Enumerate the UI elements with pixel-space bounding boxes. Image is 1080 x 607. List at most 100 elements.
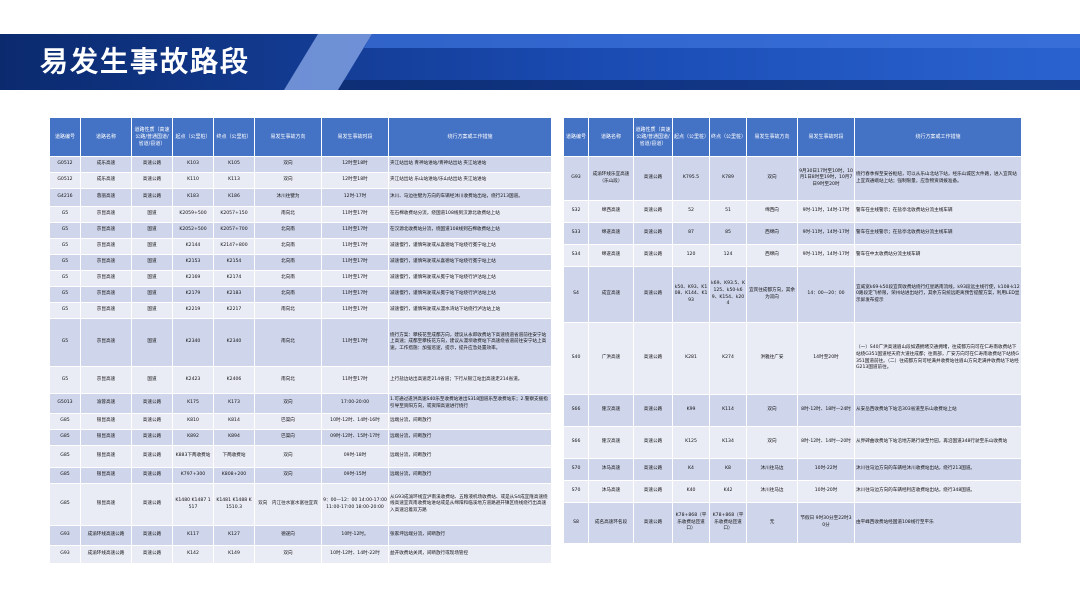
table-cell: 9时-11时，14时-17时 [798,245,854,266]
table-row: G5 京昆高速 国道 K2423 K2406 南向北 11时至17时 上行盐边站出高速走214… [50,367,551,393]
table-row: G93 成渝环线高速公路 高速公路 K142 K149 双向 10时-12时、14时-22时… [50,546,551,563]
table-cell: 远端分流，间断放行 [389,414,551,429]
table-cell: G93 [564,157,588,200]
table-cell: 南向北 [255,303,321,318]
table-cell: 14：00—20：00 [798,267,854,322]
table-cell: 成宜高速 [589,267,633,322]
table-cell: 09时-12时、15时-17时 [322,430,388,445]
table-cell: K808+200 [214,468,254,483]
table-cell: 绵西向 [747,201,797,222]
left-table-header: 道路编号 道路名称 道路性质（高速公路/普通国道/省道/县道） 起点（公里桩） 终点（公… [50,118,551,156]
table-cell: G5 [50,271,80,286]
column-header: 道路性质（高速公路/普通国道/省道/县道） [634,118,672,156]
table-cell: 双向 [255,546,321,563]
table-cell: K2153 [173,255,213,270]
table-cell: K173 [214,394,254,413]
table-cell: K40 [673,481,709,502]
table-cell: 张家坪远端分流，间断放行 [389,526,551,545]
table-cell: K892 [173,430,213,445]
table-cell: 高速公路 [132,414,172,429]
table-cell: 双向 [255,446,321,467]
table-cell: 高速公路 [634,267,672,322]
table-cell: G5 [50,303,80,318]
table-cell: 51 [710,201,746,222]
table-cell: 成名高速环名段 [589,503,633,543]
column-header: 道路名称 [81,118,131,156]
table-cell: G85 [50,484,80,525]
table-cell: K814 [214,414,254,429]
table-row: S4 成宜高速 高速公路 k50、K93、K108、K144、K193 k69、K93.… [564,267,1021,322]
table-cell: 120 [673,245,709,266]
table-cell: 高速公路 [634,459,672,480]
table-cell: 渝蓉高速 [81,394,131,413]
table-cell: 减速慢行，谨慎驾驶或从喜德站下站绕行冕宁站上站 [389,239,551,254]
table-cell: 双向 [747,427,797,458]
table-cell: 巴渠向 [255,430,321,445]
table-cell: S32 [564,201,588,222]
table-cell: 减速慢行，谨慎驾驶或从冕宁站下站绕行泸沽站上站 [389,271,551,286]
table-cell: 8时-12时、18时—24时 [798,395,854,426]
column-header: 绕行方案或工作措施 [855,118,1021,156]
table-cell: 绵西高速 [589,201,633,222]
table-cell: 北向南 [255,223,321,238]
table-cell: 双向 [255,173,321,188]
column-header: 终点（公里桩） [710,118,746,156]
table-cell: 高速公路 [634,157,672,200]
table-cell: 蓉丽高速 [81,189,131,206]
right-accident-table: 道路编号 道路名称 道路性质（高速公路/普通国道/省道/县道） 起点（公里桩） 终点（公… [563,117,1022,544]
table-cell: 西绵向 [747,223,797,244]
table-cell: 南向北 [255,367,321,393]
table-cell: 益开收费站关闭，间断放行或现场管控 [389,546,551,563]
table-cell: 沐川往马边 [747,459,797,480]
table-cell: 11时至17时 [322,303,388,318]
table-cell: 无 [747,503,797,543]
table-row: S32 绵西高速 高速公路 52 51 绵西向 9时-11时，14时-17时 警车在主线警示；… [564,201,1021,222]
table-cell: 11时至17时 [322,239,388,254]
table-cell: 银昆高速 [81,446,131,467]
table-cell: 京昆高速 [81,239,131,254]
table-cell: 银昆高速 [81,430,131,445]
column-header: 终点（公里桩） [214,118,254,156]
table-cell: 远端分流，间断放行 [389,468,551,483]
table-cell: K2340 [173,319,213,366]
banner-mid-stripe [364,34,1080,48]
table-cell: 国道 [132,223,172,238]
table-cell: K149 [214,546,254,563]
table-cell: 在石棉收费站分流，绕国道108线到汉源北收费站上站 [389,207,551,222]
table-cell: 减速慢行，谨慎驾驶或从漫水湾站下站绕行泸沽站上站 [389,303,551,318]
table-cell: 北向南 [255,271,321,286]
table-row: G4216 蓉丽高速 高速公路 K183 K186 沐川往犍为 12时-17时 沐川、马边往犍… [50,189,551,206]
table-cell: K883下两收费站 [173,446,213,467]
table-cell: 高速公路 [634,245,672,266]
table-cell: 隆汉高速 [589,427,633,458]
table-cell: 高速公路 [132,546,172,563]
table-cell: K2147+800 [214,239,254,254]
table-row: G5 京昆高速 国道 K2059+500 K2057+150 南向北 11时至17时 在石棉收… [50,207,551,222]
table-row: G5 京昆高速 国道 K2153 K2154 北向南 11时至17时 减速慢行，谨慎驾驶或从喜… [50,255,551,270]
table-cell: 国道 [132,319,172,366]
table-cell: K127 [214,526,254,545]
table-cell: 绵遂高速 [589,245,633,266]
table-cell: 高速公路 [634,223,672,244]
table-cell: 87 [673,223,709,244]
table-cell: 成渝环线高速公路 [81,526,131,545]
column-header: 易发生事故方向 [747,118,797,156]
table-row: S34 绵遂高速 高速公路 120 124 西绵向 9时-11时，14时-17时 警车在中太收… [564,245,1021,266]
table-cell: 京昆高速 [81,287,131,302]
table-cell: S8 [564,503,588,543]
table-cell: 国道 [132,255,172,270]
table-cell: 高速公路 [132,189,172,206]
table-cell: 国道 [132,239,172,254]
table-cell: S66 [564,427,588,458]
right-table-header: 道路编号 道路名称 道路性质（高速公路/普通国道/省道/县道） 起点（公里桩） 终点（公… [564,118,1021,156]
table-cell: 高速公路 [132,484,172,525]
table-cell: K2179 [173,287,213,302]
table-cell: S33 [564,223,588,244]
table-cell: S34 [564,245,588,266]
table-cell: G5 [50,207,80,222]
table-cell: 节假日 9时30分至22时30分 [798,503,854,543]
table-cell: 绵遂高速 [589,223,633,244]
table-cell: 成渝环线高速公路 [81,546,131,563]
table-cell: 双向 [747,395,797,426]
table-cell: 9月30日17时至10时，10月1日8时至19时，10月7日9时至20时 [798,157,854,200]
